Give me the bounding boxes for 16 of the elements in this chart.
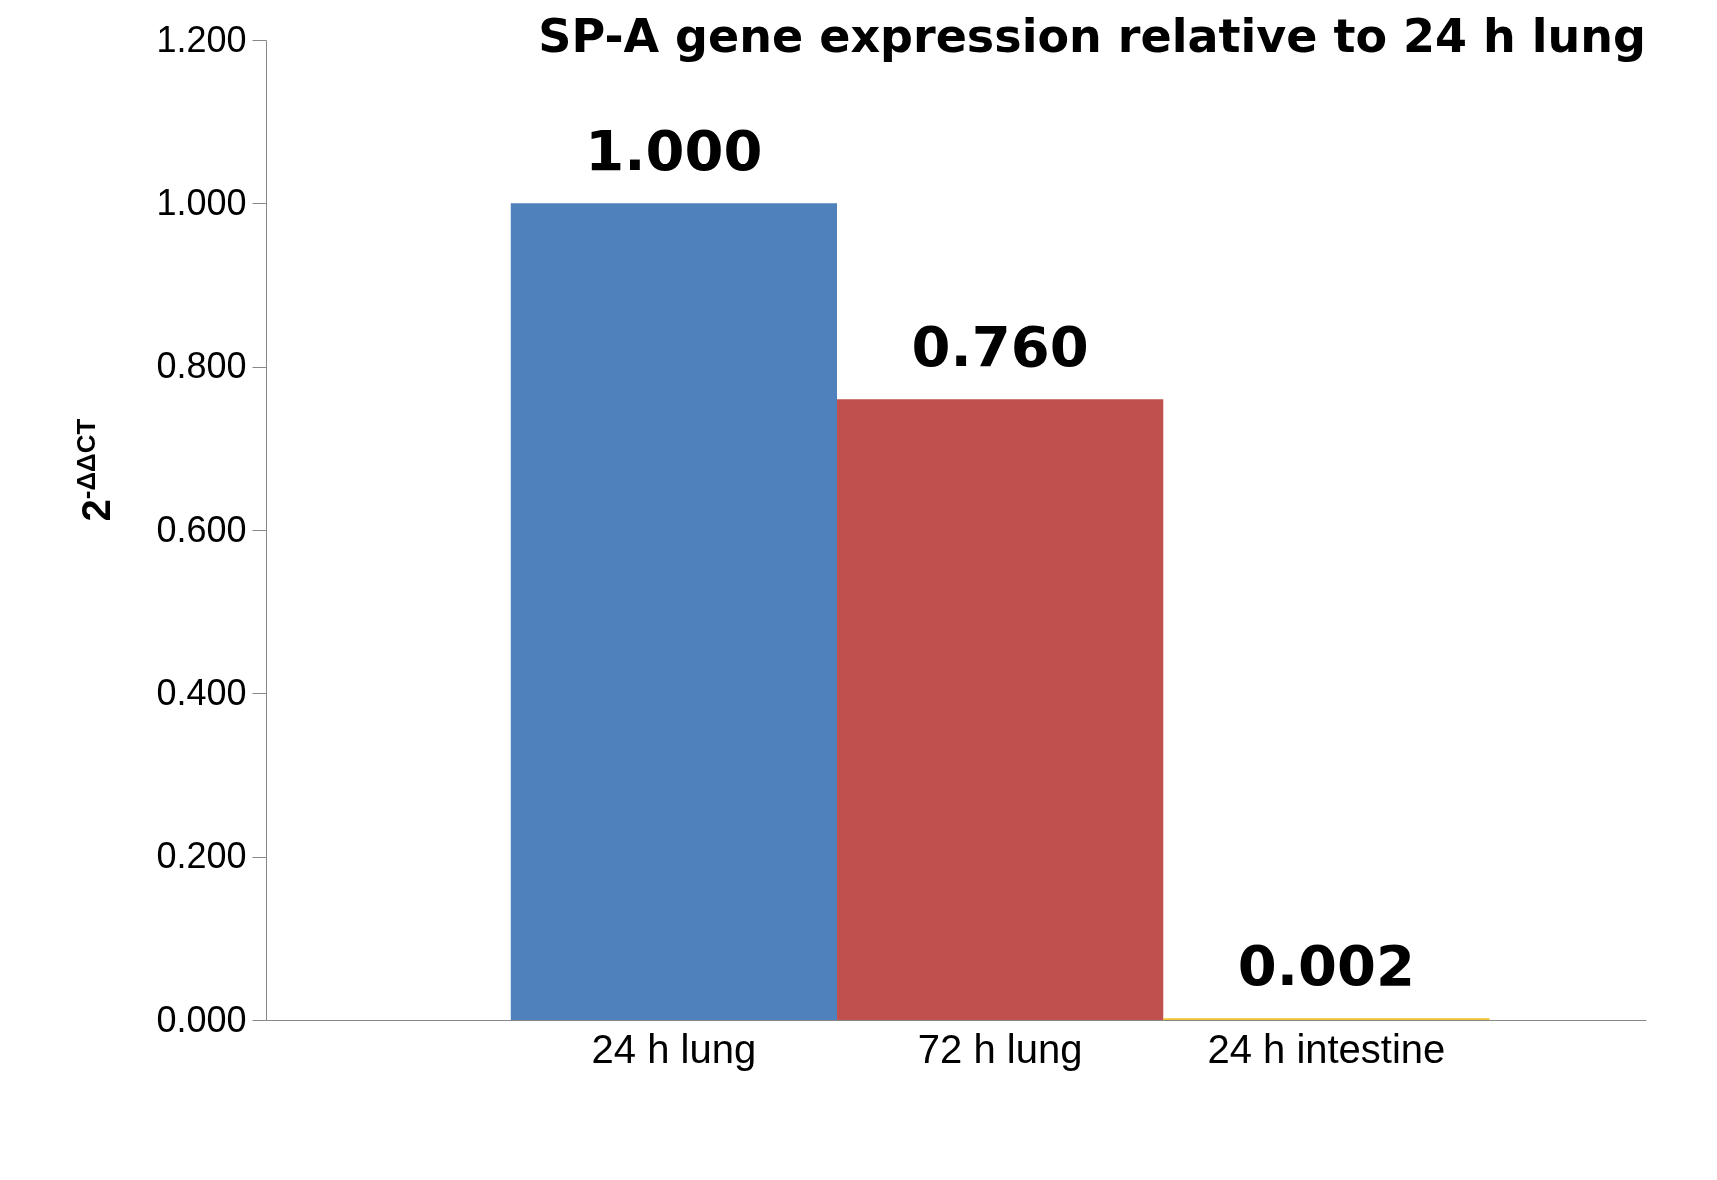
x-tick-label: 24 h lung (591, 1026, 757, 1071)
y-tick-label: 1.000 (156, 181, 247, 223)
bar (837, 399, 1164, 1020)
chart-title: SP-A gene expression relative to 24 h lung (538, 9, 1646, 63)
data-label: 0.760 (911, 314, 1089, 380)
x-tick-label: 24 h intestine (1207, 1026, 1446, 1071)
x-tick-label: 72 h lung (917, 1026, 1083, 1071)
bar (510, 203, 838, 1020)
y-tick-label: 0.400 (156, 671, 247, 713)
y-tick-label: 0.000 (156, 998, 247, 1040)
y-tick-label: 1.200 (156, 18, 247, 60)
y-tick-label: 0.600 (156, 508, 247, 550)
y-tick-label: 0.800 (156, 345, 247, 387)
y-tick-label: 0.200 (156, 835, 247, 877)
data-label: 0.002 (1237, 933, 1415, 999)
data-label: 1.000 (585, 118, 763, 184)
